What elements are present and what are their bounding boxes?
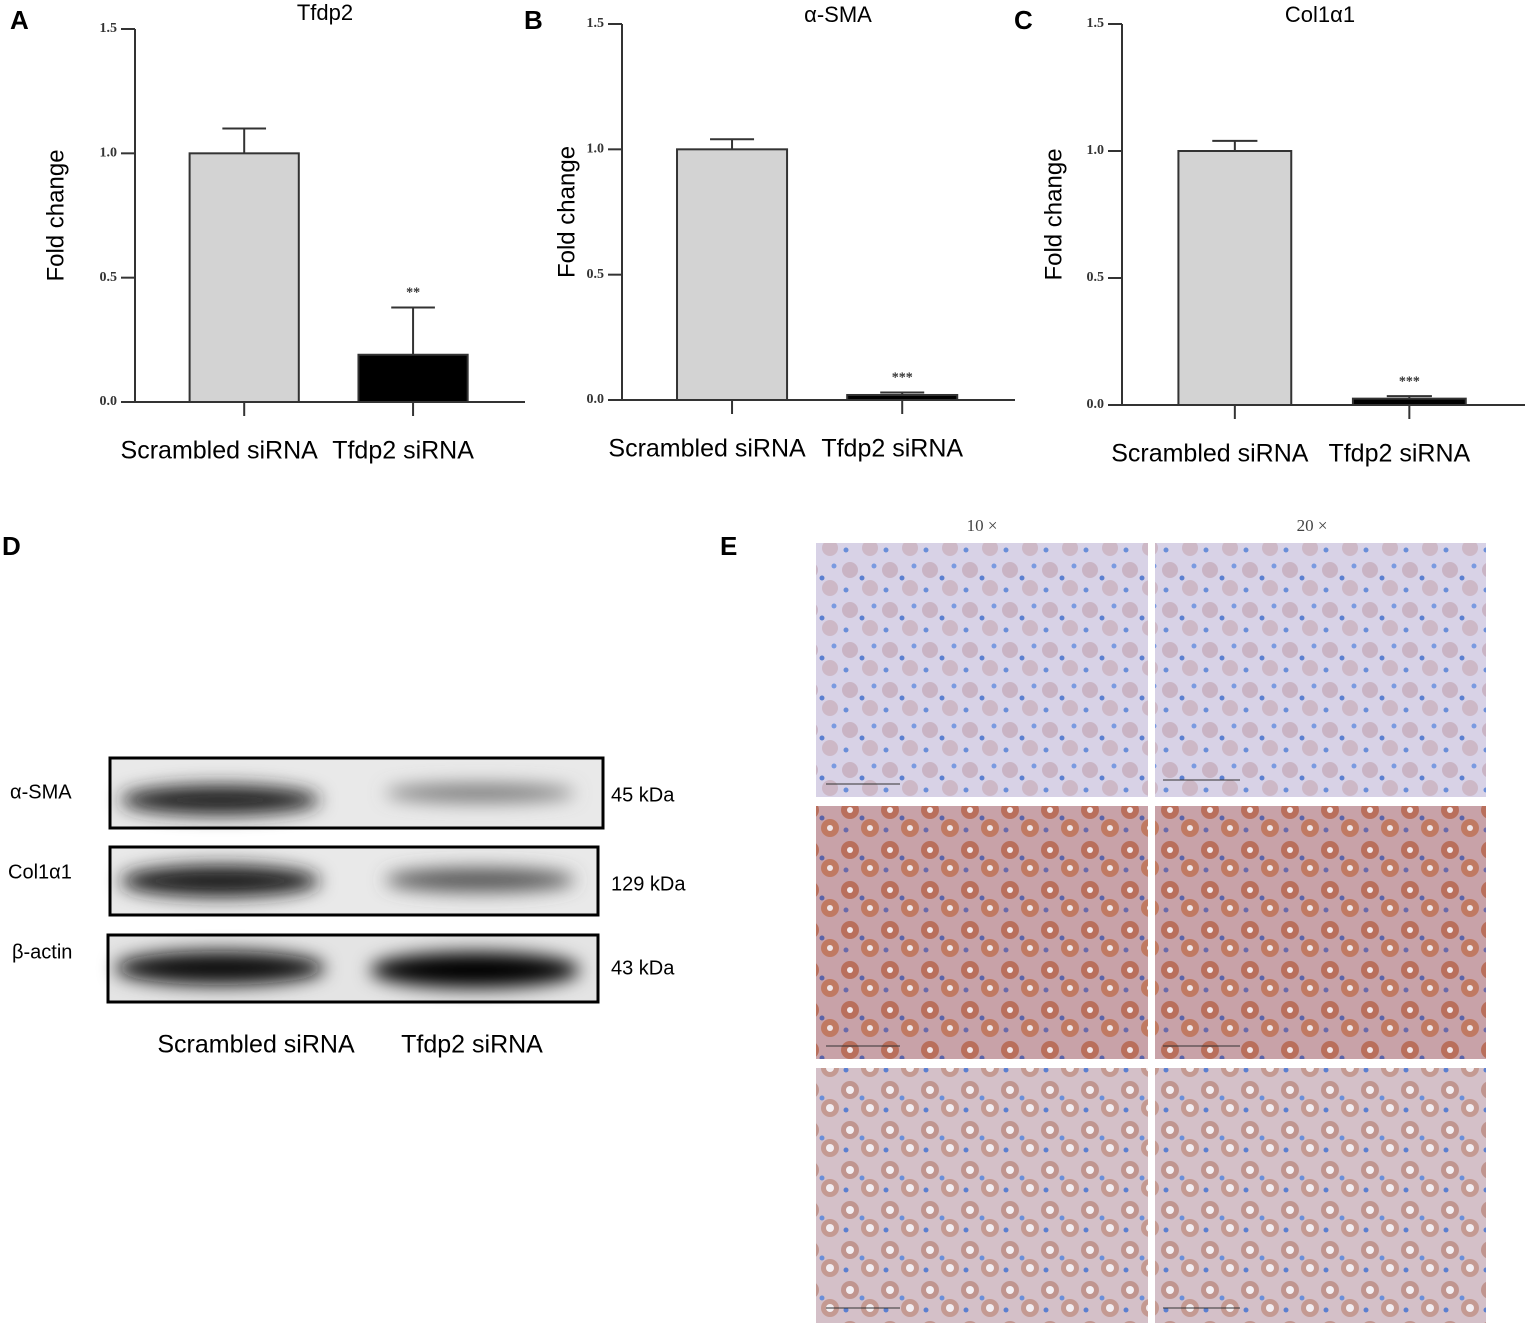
panel-label: B <box>524 5 543 35</box>
band <box>115 951 325 985</box>
panel-label: D <box>2 531 21 561</box>
y-tick-label: 1.0 <box>587 142 605 157</box>
y-axis-label: Fold change <box>1040 148 1067 280</box>
x-tick-label: Tfdp2 siRNA <box>821 435 963 463</box>
column-label: 20 × <box>1297 516 1328 535</box>
band <box>385 868 575 892</box>
column-label: 10 × <box>967 516 998 535</box>
y-tick-label: 0.5 <box>1087 270 1105 285</box>
y-tick-label: 1.5 <box>587 16 605 31</box>
chart-title: Col1α1 <box>1285 2 1355 27</box>
y-tick-label: 0.5 <box>100 270 118 285</box>
lane-label: Tfdp2 siRNA <box>401 1031 543 1059</box>
bar <box>1351 397 1467 406</box>
significance: ** <box>406 286 420 301</box>
x-tick-label: Tfdp2 siRNA <box>1328 440 1470 468</box>
panel-label: A <box>10 5 29 35</box>
y-tick-label: 0.5 <box>587 267 605 282</box>
size-label: 45 kDa <box>611 784 675 806</box>
band <box>120 785 320 815</box>
y-tick-label: 1.0 <box>1087 143 1105 158</box>
western-blot: α-SMA Col1α1 β-actin 45 kDa 129 kDa 43 k… <box>8 756 686 1059</box>
histology: 10 × 20 × <box>816 516 1486 1323</box>
micrograph <box>816 806 1148 1059</box>
x-tick-label: Scrambled siRNA <box>608 435 806 463</box>
bar <box>676 148 789 401</box>
band <box>370 952 580 988</box>
chart-title: Tfdp2 <box>297 0 353 25</box>
y-tick-label: 0.0 <box>100 394 118 409</box>
chart-title: α-SMA <box>804 2 872 27</box>
bar <box>846 393 959 401</box>
size-label: 43 kDa <box>611 957 675 979</box>
protein-label: Col1α1 <box>8 861 72 883</box>
band <box>385 784 575 802</box>
y-axis-label: Fold change <box>553 146 580 278</box>
lane-label: Scrambled siRNA <box>157 1031 355 1059</box>
panel-label: C <box>1014 5 1033 35</box>
x-tick-label: Tfdp2 siRNA <box>332 437 474 465</box>
bar <box>188 152 300 403</box>
y-tick-label: 1.5 <box>100 21 118 36</box>
band <box>120 865 320 897</box>
protein-label: β-actin <box>12 941 72 963</box>
x-tick-label: Scrambled siRNA <box>121 437 319 465</box>
significance: *** <box>892 371 913 386</box>
bar <box>1177 150 1293 406</box>
y-tick-label: 1.0 <box>100 146 118 161</box>
panel-label: E <box>720 531 737 561</box>
y-tick-label: 0.0 <box>587 392 605 407</box>
micrograph <box>1155 543 1486 797</box>
y-tick-label: 0.0 <box>1087 397 1105 412</box>
micrograph <box>816 1068 1148 1323</box>
protein-label: α-SMA <box>10 781 72 803</box>
y-tick-label: 1.5 <box>1087 16 1105 31</box>
micrograph <box>1155 1068 1486 1323</box>
significance: *** <box>1399 374 1420 389</box>
micrograph <box>816 543 1148 797</box>
y-axis-label: Fold change <box>42 149 69 281</box>
size-label: 129 kDa <box>611 873 686 895</box>
bar <box>357 353 469 403</box>
x-tick-label: Scrambled siRNA <box>1111 440 1309 468</box>
micrograph <box>1155 806 1486 1059</box>
